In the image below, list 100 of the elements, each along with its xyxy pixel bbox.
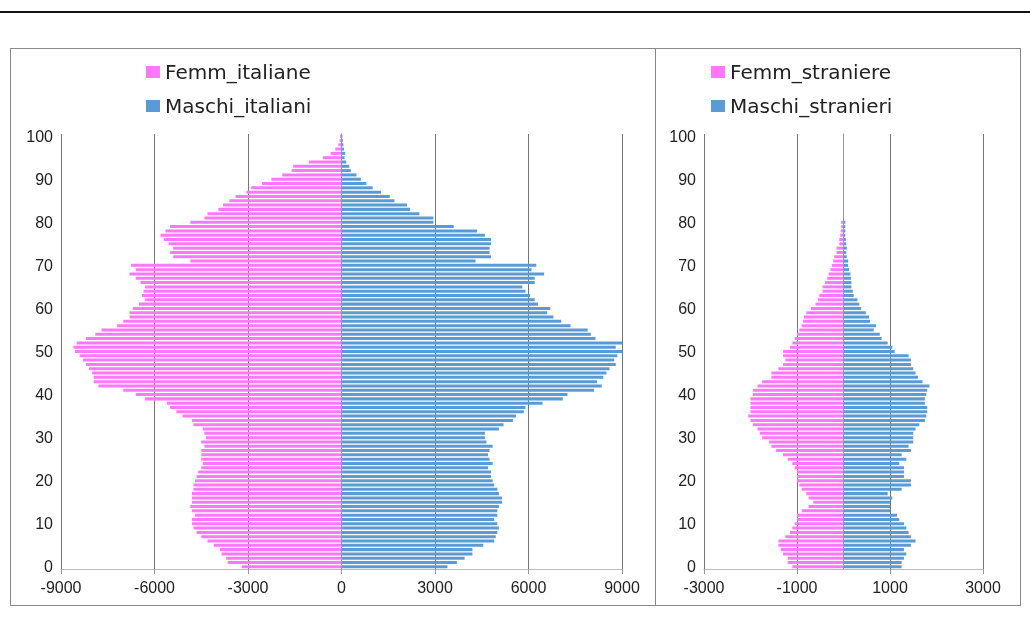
bar bbox=[843, 431, 914, 435]
bar bbox=[341, 474, 492, 478]
bar bbox=[843, 410, 928, 414]
bar bbox=[101, 328, 342, 332]
bar bbox=[843, 405, 928, 409]
bar bbox=[810, 306, 844, 310]
bar bbox=[843, 418, 925, 422]
bar bbox=[813, 500, 844, 504]
bar bbox=[140, 281, 342, 285]
bar bbox=[843, 311, 866, 315]
bar bbox=[843, 449, 911, 453]
bar bbox=[341, 328, 588, 332]
y-tick-label: 0 bbox=[44, 558, 54, 576]
y-tick-label: 90 bbox=[35, 170, 54, 188]
bar bbox=[160, 233, 342, 237]
bar bbox=[843, 294, 854, 298]
bar bbox=[341, 496, 503, 500]
bar bbox=[196, 474, 342, 478]
bar bbox=[752, 388, 844, 392]
bar bbox=[341, 341, 622, 345]
bar bbox=[843, 302, 860, 306]
bar bbox=[843, 397, 925, 401]
bar bbox=[822, 285, 844, 289]
bar bbox=[75, 349, 342, 354]
bar bbox=[193, 487, 342, 491]
bar bbox=[341, 457, 490, 461]
legend-label: Maschi_italiani bbox=[165, 94, 312, 118]
bar bbox=[843, 565, 902, 569]
bar bbox=[780, 548, 844, 552]
y-tick-label: 10 bbox=[35, 515, 54, 533]
bar bbox=[803, 315, 844, 319]
bar bbox=[839, 238, 844, 242]
bar bbox=[843, 500, 890, 504]
bar bbox=[205, 436, 342, 440]
bar bbox=[752, 393, 844, 397]
bar bbox=[341, 362, 616, 366]
x-tick-label: 6000 bbox=[510, 578, 547, 596]
y-tick-label: 40 bbox=[678, 386, 697, 404]
bar bbox=[785, 358, 844, 362]
bar bbox=[282, 173, 342, 177]
bar bbox=[341, 453, 488, 457]
bar bbox=[335, 147, 342, 151]
bar bbox=[787, 561, 844, 565]
bar bbox=[341, 492, 499, 496]
bar bbox=[750, 418, 844, 422]
bar bbox=[195, 513, 342, 517]
bar bbox=[843, 345, 893, 349]
y-tick-label: 70 bbox=[35, 256, 54, 274]
y-tick-label: 90 bbox=[678, 170, 697, 188]
bar bbox=[341, 250, 490, 254]
bar bbox=[341, 229, 478, 233]
bar bbox=[93, 375, 342, 379]
bar bbox=[129, 311, 342, 315]
bar bbox=[797, 517, 844, 521]
bar bbox=[341, 526, 499, 530]
y-tick-label: 40 bbox=[35, 386, 54, 404]
bar bbox=[834, 255, 844, 259]
bar bbox=[843, 436, 914, 440]
bar bbox=[797, 470, 844, 474]
bar bbox=[341, 505, 499, 509]
bar bbox=[251, 186, 342, 190]
bar bbox=[762, 436, 844, 440]
bar bbox=[822, 289, 844, 293]
bar bbox=[843, 332, 880, 336]
bar bbox=[191, 492, 342, 496]
bar bbox=[182, 414, 342, 418]
bar bbox=[341, 160, 347, 164]
bar bbox=[207, 212, 342, 216]
bar bbox=[806, 311, 844, 315]
bar bbox=[757, 384, 844, 388]
bar bbox=[799, 483, 844, 487]
bar bbox=[341, 216, 434, 220]
bar bbox=[843, 470, 904, 474]
bar bbox=[191, 496, 342, 500]
bar bbox=[221, 552, 342, 556]
bar bbox=[341, 199, 395, 203]
bar bbox=[778, 543, 844, 547]
bar bbox=[808, 496, 844, 500]
bar bbox=[191, 500, 342, 504]
bar bbox=[229, 199, 342, 203]
x-tick-label: 3000 bbox=[965, 578, 1001, 596]
bar bbox=[771, 371, 844, 375]
bar bbox=[843, 522, 904, 526]
bar bbox=[142, 294, 342, 298]
bar bbox=[89, 367, 342, 371]
bar bbox=[341, 483, 495, 487]
bar bbox=[191, 522, 342, 526]
bar bbox=[341, 440, 487, 444]
bar bbox=[196, 530, 342, 534]
bar bbox=[135, 276, 342, 280]
bar bbox=[836, 246, 844, 250]
bar bbox=[843, 561, 902, 565]
bar bbox=[794, 337, 844, 341]
bar bbox=[341, 289, 526, 293]
y-tick-label: 0 bbox=[687, 558, 697, 576]
bar bbox=[341, 509, 498, 513]
bar bbox=[843, 539, 916, 543]
bar bbox=[92, 371, 342, 375]
bar bbox=[748, 414, 844, 418]
bar bbox=[843, 509, 890, 513]
